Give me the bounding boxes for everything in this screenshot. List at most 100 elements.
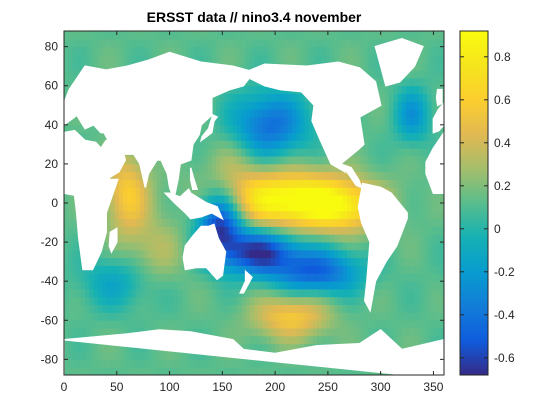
heatmap-cell — [292, 171, 297, 180]
heatmap-cell — [427, 203, 432, 212]
heatmap-cell — [308, 31, 314, 40]
heatmap-cell — [372, 148, 377, 157]
heatmap-cell — [228, 218, 234, 227]
heatmap-cell — [249, 93, 255, 102]
heatmap-cell — [224, 210, 230, 220]
heatmap-cell — [76, 38, 82, 48]
heatmap-cell — [131, 257, 137, 266]
heatmap-cell — [283, 218, 289, 227]
heatmap-cell — [148, 257, 154, 266]
heatmap-cell — [123, 187, 128, 196]
heatmap-cell — [406, 31, 411, 40]
heatmap-cell — [245, 234, 251, 243]
heatmap-cell — [410, 148, 415, 157]
heatmap-cell — [245, 335, 251, 345]
heatmap-cell — [93, 31, 99, 40]
heatmap-cell — [304, 148, 310, 157]
heatmap-cell — [64, 85, 69, 94]
heatmap-cell — [406, 320, 411, 329]
heatmap-cell — [427, 210, 432, 220]
heatmap-cell — [127, 257, 132, 266]
heatmap-cell — [135, 312, 141, 321]
heatmap-cell — [114, 187, 120, 196]
heatmap-cell — [156, 195, 162, 204]
heatmap-cell — [131, 289, 137, 298]
heatmap-cell — [76, 265, 82, 274]
heatmap-cell — [89, 46, 94, 55]
heatmap-cell — [199, 273, 204, 282]
heatmap-cell — [397, 335, 403, 345]
heatmap-cell — [254, 210, 259, 220]
heatmap-cell — [410, 273, 415, 282]
heatmap-cell — [241, 312, 246, 321]
heatmap-cell — [279, 31, 284, 40]
heatmap-cell — [262, 320, 268, 329]
heatmap-cell — [220, 296, 225, 306]
heatmap-cell — [110, 296, 116, 306]
heatmap-cell — [131, 226, 137, 235]
heatmap-cell — [224, 38, 230, 48]
heatmap-cell — [287, 312, 293, 321]
heatmap-cell — [144, 218, 149, 227]
heatmap-cell — [102, 257, 107, 266]
heatmap-cell — [237, 124, 242, 134]
heatmap-cell — [118, 242, 124, 251]
heatmap-cell — [325, 289, 331, 298]
heatmap-cell — [287, 38, 293, 48]
heatmap-cell — [144, 351, 149, 360]
heatmap-cell — [106, 351, 111, 360]
heatmap-cell — [317, 335, 322, 345]
heatmap-cell — [152, 46, 158, 55]
heatmap-cell — [300, 195, 306, 204]
heatmap-cell — [363, 304, 369, 313]
heatmap-cell — [397, 140, 403, 149]
heatmap-cell — [325, 195, 331, 204]
heatmap-cell — [165, 38, 170, 48]
heatmap-cell — [275, 187, 280, 196]
heatmap-cell — [165, 265, 170, 274]
heatmap-cell — [304, 265, 310, 274]
heatmap-cell — [427, 195, 432, 204]
heatmap-cell — [351, 320, 356, 329]
heatmap-cell — [334, 249, 339, 259]
heatmap-cell — [418, 312, 424, 321]
heatmap-cell — [279, 281, 284, 290]
heatmap-cell — [422, 312, 428, 321]
heatmap-cell — [287, 124, 293, 134]
heatmap-cell — [182, 218, 187, 227]
heatmap-cell — [169, 265, 175, 274]
heatmap-cell — [292, 226, 297, 235]
heatmap-cell — [439, 320, 444, 329]
heatmap-cell — [435, 249, 441, 259]
heatmap-cell — [249, 62, 255, 71]
heatmap-cell — [254, 226, 259, 235]
heatmap-cell — [351, 38, 356, 48]
heatmap-cell — [283, 140, 289, 149]
heatmap-cell — [283, 242, 289, 251]
heatmap-cell — [241, 140, 246, 149]
heatmap-cell — [266, 163, 272, 173]
heatmap-cell — [338, 367, 344, 375]
heatmap-cell — [93, 54, 99, 63]
heatmap-cell — [317, 257, 322, 266]
heatmap-cell — [245, 140, 251, 149]
heatmap-cell — [439, 249, 444, 259]
heatmap-cell — [308, 171, 314, 180]
heatmap-cell — [85, 359, 90, 368]
heatmap-cell — [80, 296, 86, 306]
heatmap-cell — [232, 117, 238, 126]
heatmap-cell — [127, 54, 132, 63]
heatmap-cell — [245, 77, 251, 87]
heatmap-cell — [161, 218, 166, 227]
heatmap-cell — [165, 281, 170, 290]
heatmap-cell — [351, 46, 356, 55]
heatmap-cell — [64, 312, 69, 321]
land-australia — [182, 223, 227, 281]
heatmap-cell — [216, 203, 221, 212]
heatmap-cell — [363, 38, 369, 48]
heatmap-cell — [406, 257, 411, 266]
heatmap-cell — [258, 242, 263, 251]
heatmap-cell — [194, 273, 200, 282]
heatmap-cell — [418, 195, 424, 204]
heatmap-cell — [355, 210, 360, 220]
